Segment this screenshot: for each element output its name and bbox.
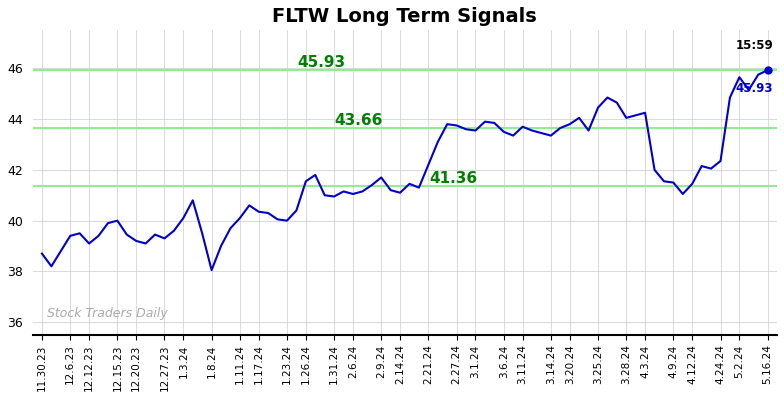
Text: Stock Traders Daily: Stock Traders Daily [47,306,169,320]
Text: 45.93: 45.93 [736,82,773,95]
Text: 45.93: 45.93 [297,55,346,70]
Title: FLTW Long Term Signals: FLTW Long Term Signals [272,7,537,26]
Text: 43.66: 43.66 [334,113,383,128]
Text: 41.36: 41.36 [430,171,477,186]
Text: 15:59: 15:59 [735,39,773,53]
